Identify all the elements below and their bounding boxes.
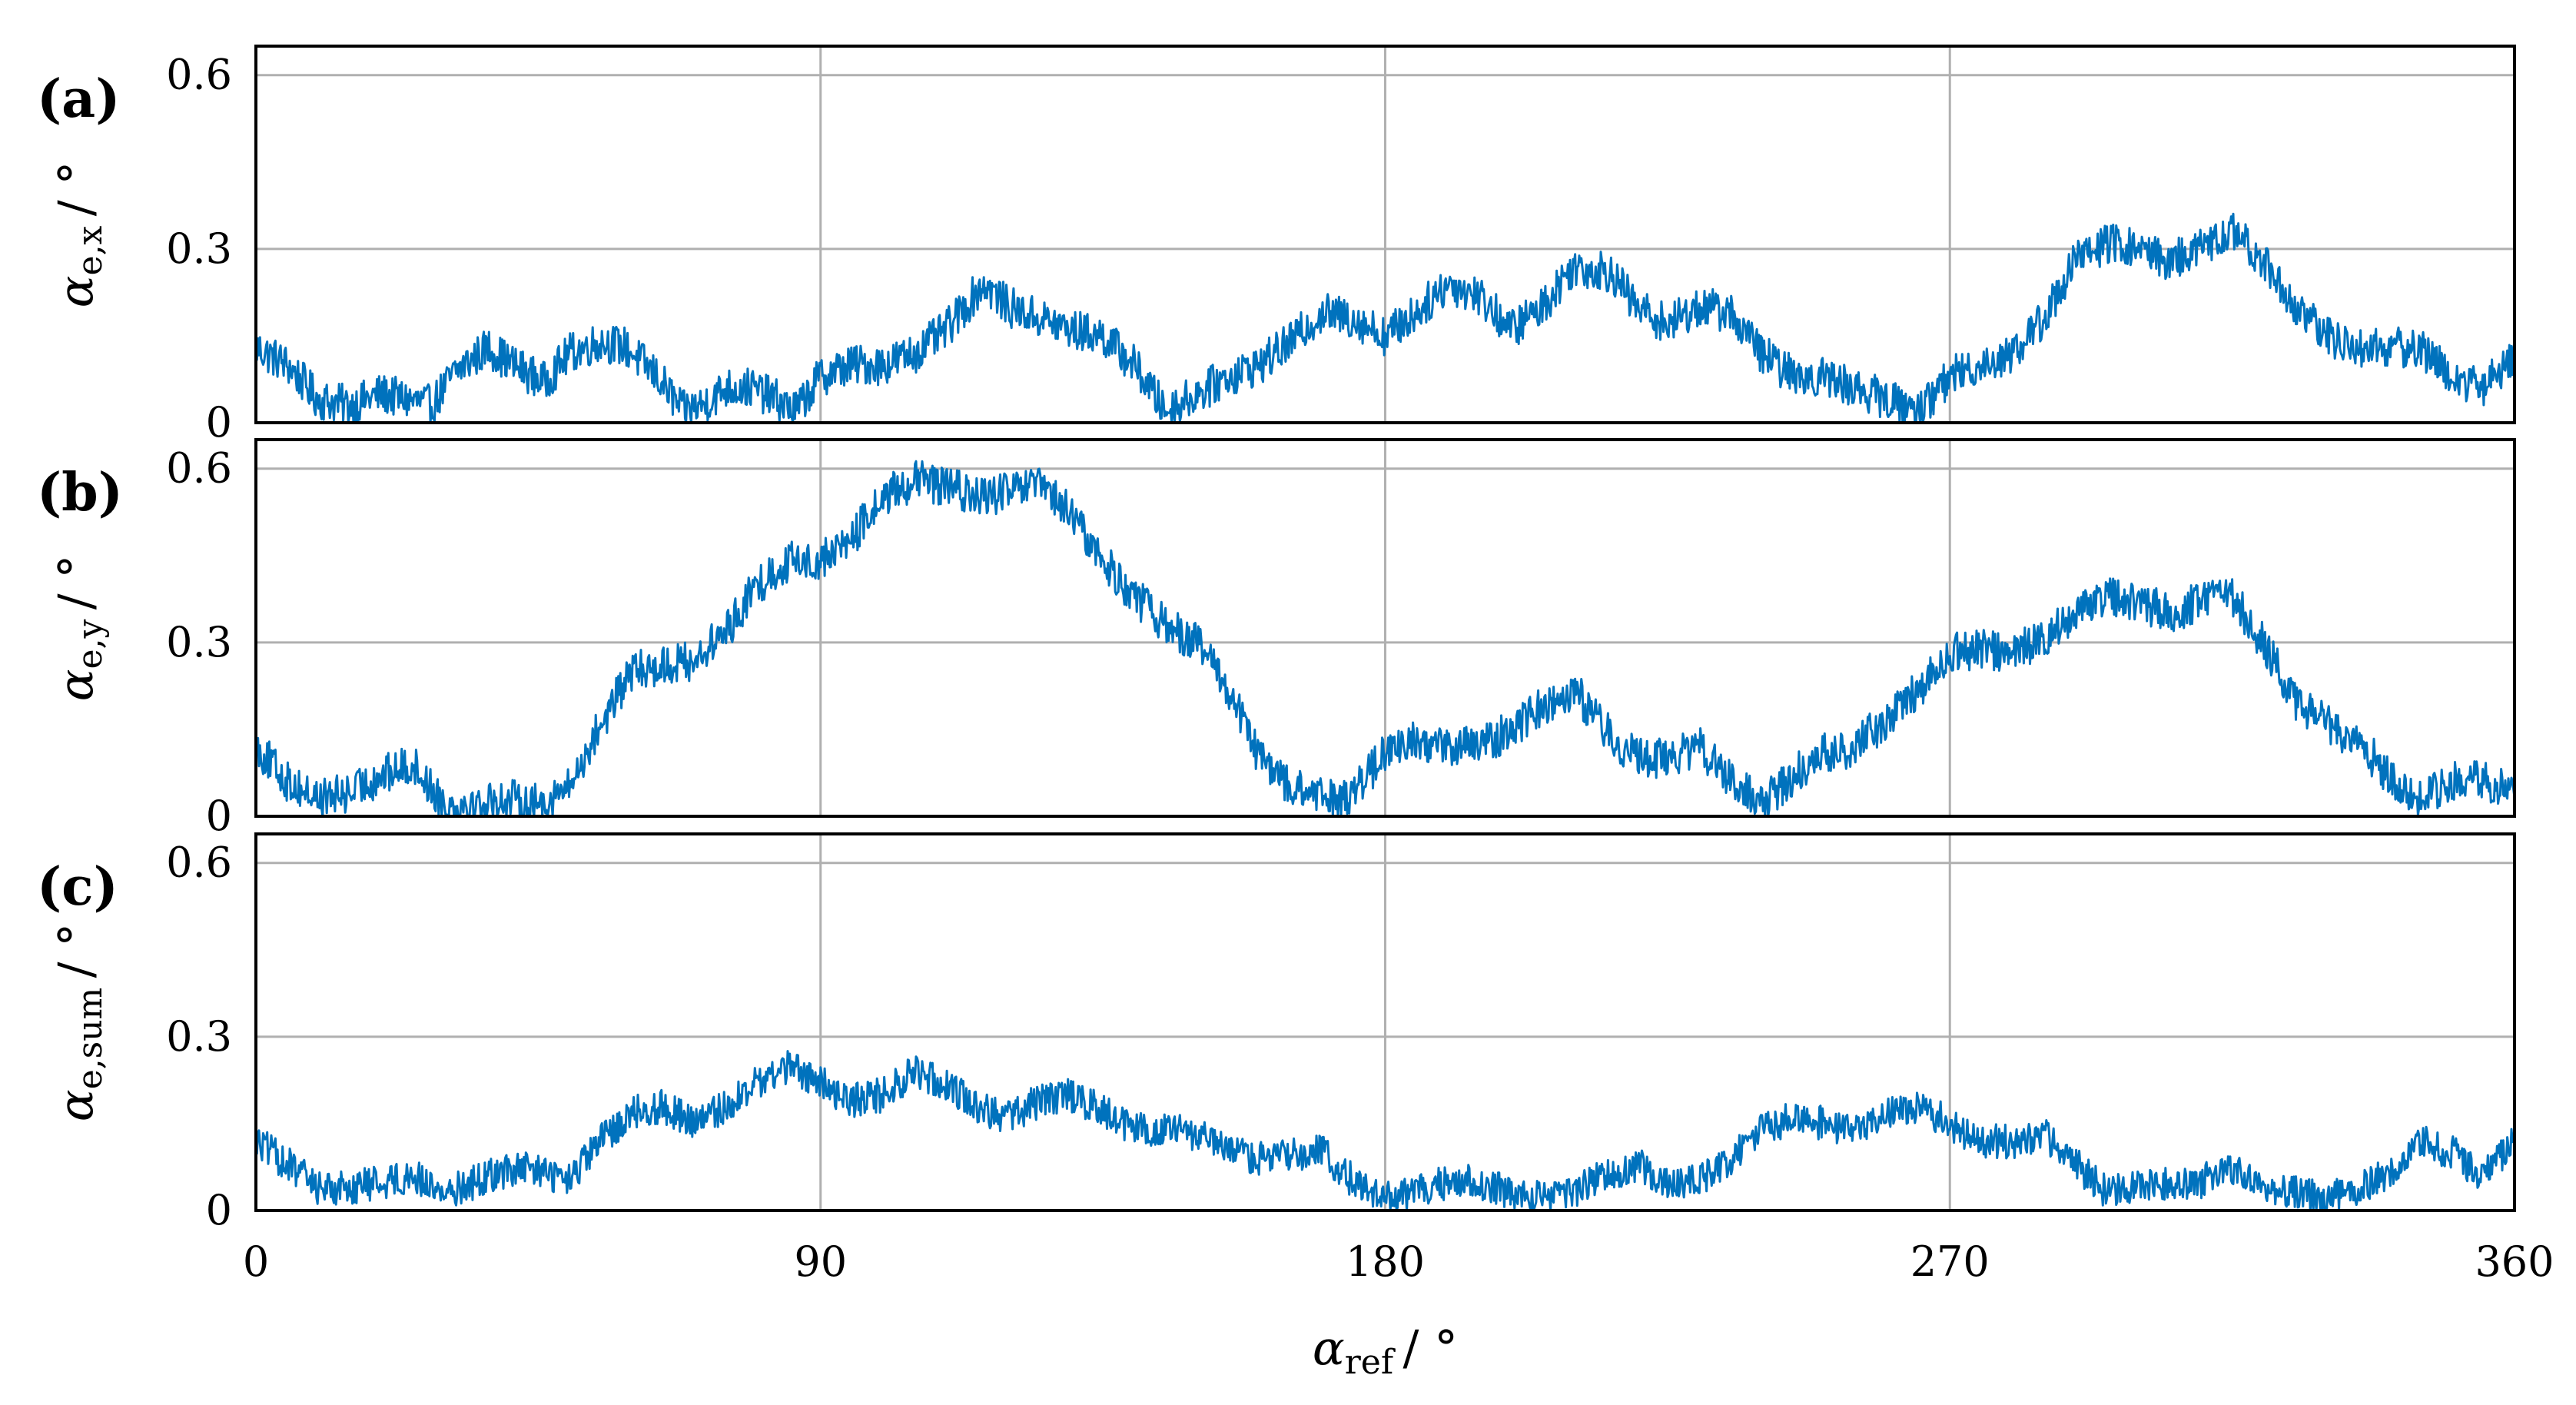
panel-1: 0 0.3 0.6 (a) αe,x / ° (37, 45, 2516, 447)
panel-label: (a) (37, 68, 120, 130)
panel-label: (c) (37, 856, 118, 918)
y-tick-label: 0.6 (166, 444, 232, 493)
y-tick-label: 0.3 (166, 224, 232, 273)
x-tick-label: 90 (794, 1237, 847, 1286)
x-tick-label: 0 (243, 1237, 269, 1286)
x-tick-label: 270 (1910, 1237, 1990, 1286)
y-tick-label: 0.3 (166, 618, 232, 666)
x-tick-label: 180 (1346, 1237, 1425, 1286)
x-tick-label: 360 (2475, 1237, 2554, 1286)
y-tick-label: 0 (206, 1186, 232, 1234)
y-axis-label: αe,sum / ° (48, 923, 110, 1122)
panel-3: 0 0.3 0.6 0 90 180 270 360 (c)αe,sum / ° (37, 832, 2554, 1286)
x-axis-label: αref / ° (1313, 1320, 1458, 1382)
y-axis-label: αe,x / ° (48, 161, 110, 308)
y-axis-label: αe,y / ° (48, 555, 110, 702)
series-line (254, 460, 2516, 818)
series-line (254, 212, 2516, 424)
y-tick-label: 0.6 (166, 839, 232, 887)
y-tick-label: 0.6 (166, 51, 232, 99)
plot-frame (254, 45, 2516, 424)
y-tick-label: 0 (206, 792, 232, 840)
plot-frame (254, 438, 2516, 818)
y-tick-label: 0.3 (166, 1012, 232, 1061)
panel-2: 0 0.3 0.6 (b) αe,y / ° (37, 438, 2516, 840)
plot-frame (254, 832, 2516, 1212)
y-tick-label: 0 (206, 398, 232, 447)
series-line (254, 1050, 2516, 1212)
panel-label: (b) (37, 462, 123, 523)
